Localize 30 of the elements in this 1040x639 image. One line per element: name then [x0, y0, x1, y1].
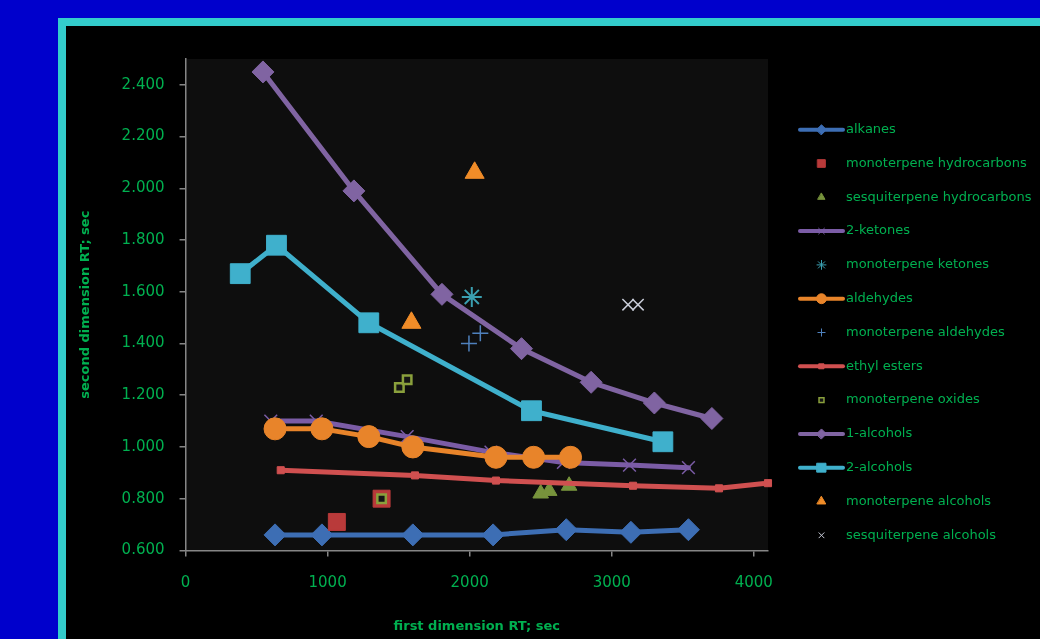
legend-label: ethyl esters — [846, 357, 923, 373]
y-tick-label: 1.000 — [121, 436, 165, 455]
legend-label: 1-alcohols — [846, 425, 913, 441]
y-tick-label: 1.600 — [121, 281, 165, 300]
legend-label: monoterpene hydrocarbons — [846, 154, 1027, 170]
x-tick-label: 1000 — [308, 573, 347, 592]
y-tick-label: 0.600 — [121, 540, 165, 559]
y-tick-label: 1.800 — [121, 229, 165, 248]
x-axis-title: first dimension RT; sec — [393, 617, 560, 633]
legend-label: 2-alcohols — [846, 459, 913, 475]
legend-label: monoterpene ketones — [846, 256, 990, 272]
y-tick-label: 2.000 — [121, 178, 165, 197]
y-tick-label: 2.200 — [121, 126, 165, 145]
x-tick-label: 4000 — [734, 573, 773, 592]
y-tick-label: 2.400 — [121, 74, 165, 93]
legend-label: 2-ketones — [846, 222, 911, 238]
x-tick-label: 0 — [180, 573, 191, 592]
legend-label: alkanes — [846, 121, 897, 137]
legend-label: aldehydes — [846, 290, 914, 306]
y-tick-label: 1.400 — [121, 333, 165, 352]
legend-label: sesquiterpene hydrocarbons — [846, 188, 1032, 204]
x-tick-label: 3000 — [592, 573, 631, 592]
legend-label: sesquiterpene alcohols — [846, 526, 997, 542]
y-tick-label: 0.800 — [121, 488, 165, 507]
legend-label: monoterpene alcohols — [846, 492, 992, 508]
y-tick-label: 1.200 — [121, 385, 165, 404]
y-axis-title: second dimension RT; sec — [77, 210, 93, 399]
x-tick-label: 2000 — [450, 573, 489, 592]
legend-label: monoterpene aldehydes — [846, 323, 1005, 339]
legend-label: monoterpene oxides — [846, 391, 980, 407]
